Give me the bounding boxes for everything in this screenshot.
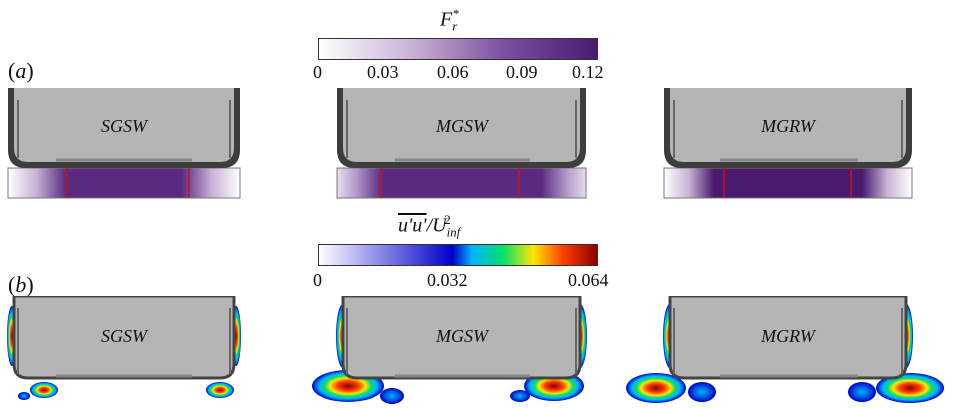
- vehicle-body: [341, 296, 582, 380]
- flow-field-a-mgsw: [336, 167, 587, 199]
- vehicle-label: SGSW: [101, 326, 149, 346]
- panel-label-b-letter: b: [15, 272, 27, 297]
- colorbar-b-tick-2: 0.064: [568, 270, 609, 290]
- colorbar-a-title-base: F: [440, 8, 453, 31]
- flow-field-a-sgsw: [7, 167, 241, 199]
- panel-label-a-letter: a: [15, 58, 27, 83]
- colorbar-b-title: u'u'/Uinf2: [398, 212, 467, 241]
- vehicle-b-mgrw: MGRW: [626, 296, 944, 403]
- vehicle-label: MGSW: [435, 116, 490, 136]
- colorbar-b-title-sup: 2: [444, 212, 451, 227]
- vehicle-label: MGRW: [760, 326, 817, 346]
- colorbar-a-tick-1: 0.03: [367, 62, 399, 82]
- colorbar-b-title-main: u'u': [398, 214, 427, 237]
- colorbar-a-tick-0: 0: [313, 62, 322, 82]
- colorbar-a-tick-3: 0.09: [506, 62, 538, 82]
- vehicle-body: [14, 88, 234, 162]
- colorbar-a-title: Fr*: [440, 6, 464, 35]
- wheel-wake-right: [876, 373, 944, 403]
- wheel-wake-right-2: [510, 390, 530, 402]
- wheel-wake-left: [626, 373, 686, 403]
- vehicle-body: [343, 88, 580, 162]
- colorbar-b: [318, 244, 598, 266]
- wheel-wake-right: [206, 382, 234, 398]
- wheel-wake-left-2: [18, 392, 30, 400]
- panel-label-b: (b): [8, 272, 34, 297]
- vehicle-label: MGRW: [760, 116, 817, 136]
- wheel-wake-left-2: [380, 388, 404, 404]
- vehicle-body: [12, 296, 236, 380]
- row-b-vehicles: SGSW MGSW MGRW: [7, 296, 944, 404]
- vehicle-a-sgsw: SGSW: [7, 88, 241, 199]
- vehicle-body: [668, 296, 908, 380]
- colorbar-b-tick-1: 0.032: [427, 270, 468, 290]
- flow-field-a-mgrw: [663, 167, 913, 199]
- vehicle-a-mgrw: MGRW: [663, 88, 913, 199]
- colorbar-a-tick-2: 0.06: [437, 62, 469, 82]
- colorbar-a: [318, 38, 598, 60]
- colorbar-a-title-sup: *: [452, 6, 459, 21]
- panel-label-a: (a): [8, 58, 34, 83]
- wheel-wake-left-2: [688, 382, 716, 402]
- colorbar-b-title-sub: inf: [446, 224, 461, 240]
- vehicle-label: MGSW: [435, 326, 490, 346]
- vehicle-b-mgsw: MGSW: [312, 296, 587, 404]
- vehicle-b-sgsw: SGSW: [7, 296, 241, 404]
- colorbar-b-title-rest: /U: [426, 214, 447, 237]
- row-a-vehicles: SGSW MGSW MGRW: [7, 88, 913, 199]
- colorbar-a-tick-4: 0.12: [572, 62, 604, 82]
- vehicle-a-mgsw: MGSW: [336, 88, 587, 199]
- colorbar-a-title-sub: r: [452, 18, 458, 34]
- vehicle-body: [670, 88, 906, 162]
- wheel-wake-right-2: [848, 382, 876, 402]
- colorbar-b-tick-0: 0: [313, 270, 322, 290]
- vehicle-label: SGSW: [101, 116, 149, 136]
- wheel-wake-left: [30, 382, 58, 398]
